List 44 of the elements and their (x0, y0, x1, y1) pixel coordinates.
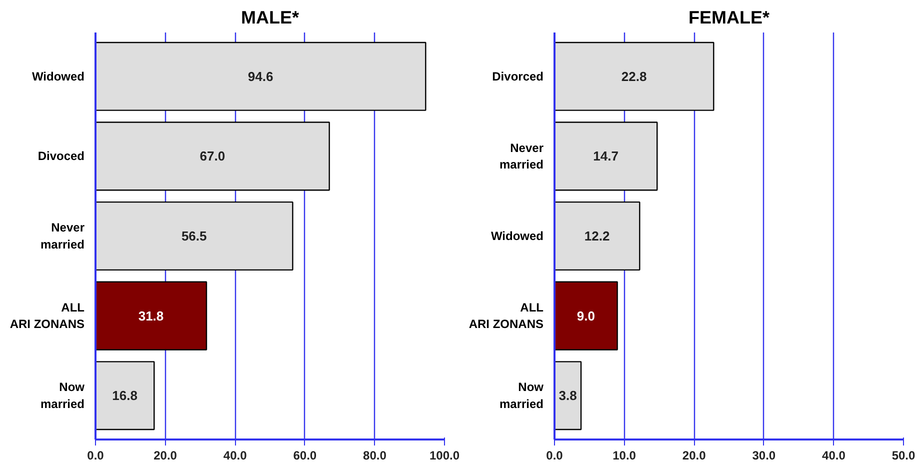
bar (96, 201, 294, 271)
y-tick-label: Never married (499, 140, 544, 172)
data-label: 22.8 (621, 68, 647, 84)
y-tick-label: Widowed (32, 69, 85, 84)
data-label: 67.0 (200, 148, 226, 164)
y-tick-label: Divorced (492, 69, 544, 84)
bar (96, 122, 330, 191)
x-tick-label: 0.0 (87, 448, 104, 462)
bar (554, 361, 582, 430)
data-label: 16.8 (112, 388, 138, 404)
x-tick-label: 10.0 (612, 448, 636, 462)
data-label: 3.8 (558, 388, 577, 404)
x-tick-label: 100.0 (429, 448, 460, 462)
x-tick-label: 0.0 (546, 448, 564, 462)
x-tick-label: 50.0 (892, 448, 916, 462)
bar (554, 42, 714, 111)
bar (554, 281, 618, 350)
y-tick-label: Now married (40, 380, 86, 412)
bar (96, 361, 155, 430)
y-tick-label: Now married (499, 380, 544, 412)
y-tick-label: ALL ARI ZONANS (468, 300, 544, 332)
data-label: 56.5 (181, 228, 207, 244)
data-label: 14.7 (593, 148, 618, 164)
bar (554, 201, 640, 271)
x-tick-label: 40.0 (223, 448, 248, 462)
chart-title: MALE* (241, 8, 299, 28)
data-label: 31.8 (138, 308, 164, 324)
bar (554, 122, 658, 191)
data-label: 12.2 (584, 228, 610, 244)
x-tick-label: 60.0 (293, 448, 317, 462)
y-tick-label: Divoced (38, 149, 85, 164)
data-label: 94.6 (248, 68, 274, 84)
data-label: 9.0 (576, 308, 595, 324)
x-tick-label: 20.0 (682, 448, 706, 462)
y-tick-label: ALL ARI ZONANS (10, 300, 85, 332)
y-tick-label: Widowed (490, 229, 544, 243)
bar (96, 281, 208, 350)
x-tick-label: 20.0 (154, 448, 178, 462)
x-tick-label: 80.0 (363, 448, 387, 462)
x-tick-label: 30.0 (752, 448, 776, 462)
y-tick-label: Never married (40, 220, 85, 252)
x-tick-label: 40.0 (822, 448, 846, 462)
chart-title: FEMALE* (688, 8, 770, 28)
bar (96, 42, 426, 111)
